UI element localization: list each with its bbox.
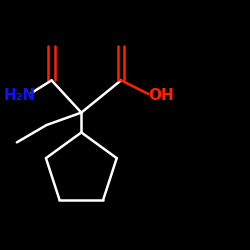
Text: OH: OH xyxy=(148,88,174,103)
Text: H₂N: H₂N xyxy=(3,88,35,103)
